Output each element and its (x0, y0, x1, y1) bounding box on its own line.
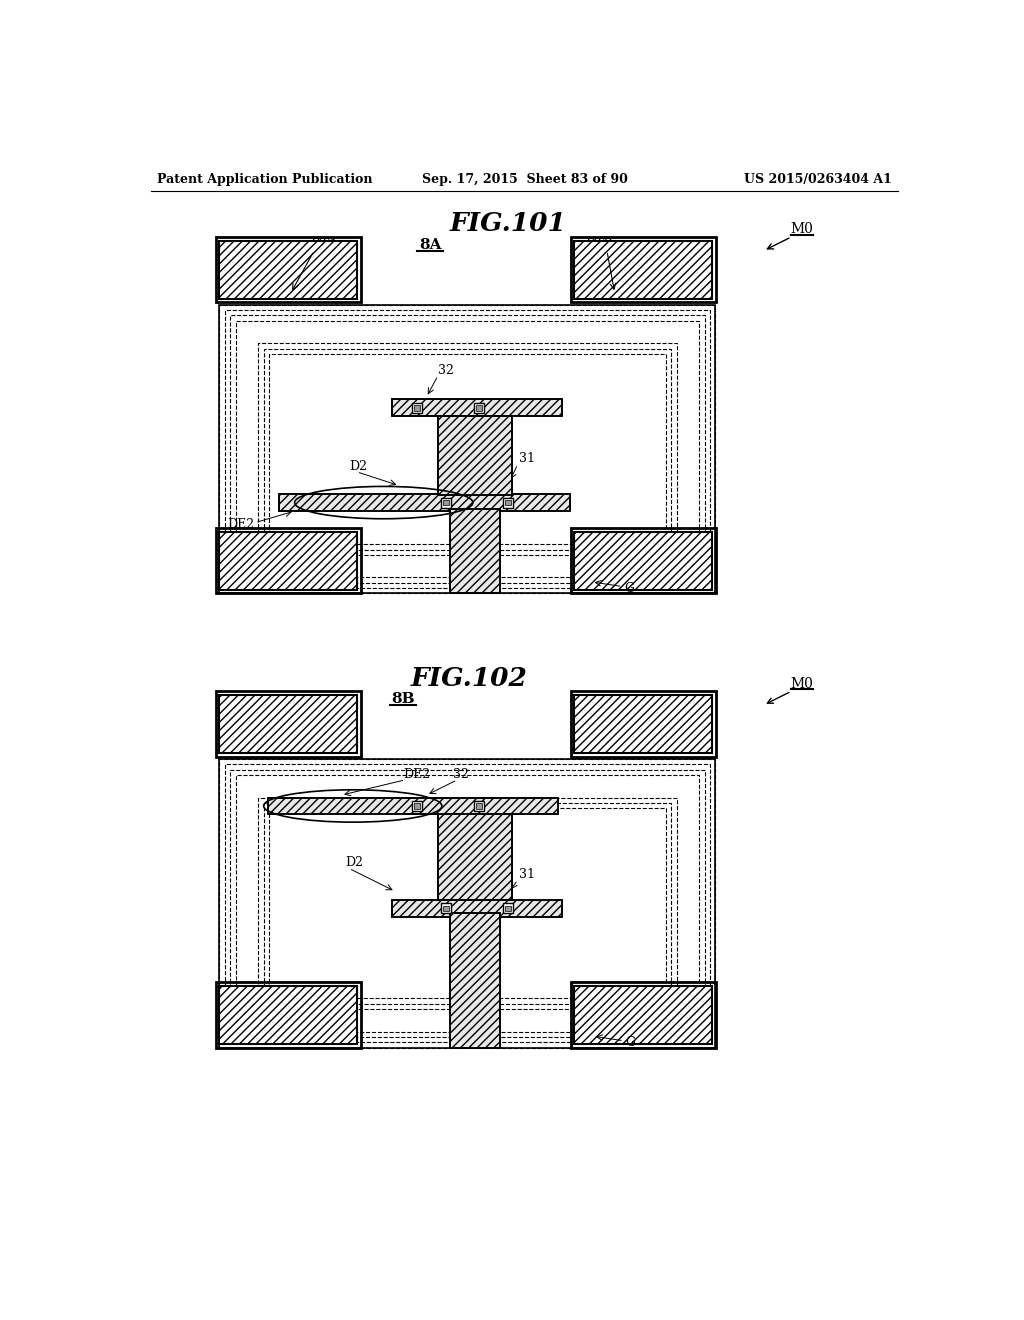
Bar (230, 315, 705, 582)
Bar (570, 238, 716, 302)
Bar (570, 692, 716, 756)
Text: 8A: 8A (419, 238, 441, 252)
Text: BT1: BT1 (310, 238, 338, 252)
Text: 31: 31 (519, 869, 536, 880)
Bar (476, 405, 482, 411)
Bar (216, 238, 361, 302)
Text: Patent Application Publication: Patent Application Publication (158, 173, 373, 186)
Bar (412, 801, 422, 810)
Bar (391, 400, 562, 416)
Bar (574, 696, 713, 752)
Bar (230, 770, 705, 1038)
Bar (280, 494, 569, 511)
Bar (219, 696, 357, 752)
Text: DE2: DE2 (403, 768, 430, 781)
Text: D2: D2 (349, 459, 367, 473)
Bar (450, 913, 500, 1048)
Bar (443, 906, 449, 911)
Bar (438, 416, 512, 495)
Bar (263, 348, 672, 549)
Bar (391, 400, 562, 416)
Bar (391, 900, 562, 917)
Bar (570, 982, 716, 1048)
Bar (415, 803, 420, 809)
Bar (219, 759, 716, 1048)
Text: DE2: DE2 (227, 517, 254, 531)
Bar (505, 500, 511, 506)
Bar (440, 903, 451, 913)
Bar (443, 500, 449, 506)
Bar (440, 498, 451, 508)
Text: 32: 32 (454, 768, 469, 781)
Bar (450, 508, 500, 594)
Bar (263, 803, 672, 1003)
Text: 32: 32 (438, 363, 454, 376)
Text: M0: M0 (791, 222, 814, 236)
Bar (505, 906, 511, 911)
Text: BT2: BT2 (586, 238, 613, 252)
Bar (236, 321, 699, 577)
Bar (438, 813, 512, 900)
Bar (258, 343, 677, 554)
Bar (269, 808, 666, 998)
Bar (474, 801, 484, 810)
Bar (438, 813, 512, 900)
Bar (415, 405, 420, 411)
Bar (574, 986, 713, 1044)
Bar (450, 508, 500, 594)
Bar (219, 240, 357, 298)
Bar (216, 692, 361, 756)
Text: FIG.102: FIG.102 (411, 665, 527, 690)
Bar (267, 797, 558, 814)
Bar (219, 532, 357, 590)
Bar (450, 913, 500, 1048)
Text: 8B: 8B (391, 692, 415, 706)
Text: US 2015/0263404 A1: US 2015/0263404 A1 (744, 173, 892, 186)
Bar (438, 416, 512, 495)
Bar (269, 354, 666, 544)
Text: D2: D2 (345, 857, 362, 870)
Bar (574, 532, 713, 590)
Bar (236, 775, 699, 1032)
Bar (267, 797, 558, 814)
Bar (225, 764, 710, 1043)
Text: 31: 31 (519, 453, 536, 465)
Bar (503, 498, 513, 508)
Bar (219, 305, 716, 594)
Bar (476, 803, 482, 809)
Bar (219, 759, 716, 1048)
Text: M0: M0 (791, 677, 814, 690)
Bar (574, 240, 713, 298)
Text: FIG.101: FIG.101 (450, 211, 566, 236)
Bar (216, 528, 361, 594)
Bar (391, 900, 562, 917)
Bar (216, 982, 361, 1048)
Bar (412, 403, 422, 413)
Text: G: G (624, 582, 634, 594)
Bar (219, 986, 357, 1044)
Bar (280, 494, 569, 511)
Bar (503, 903, 513, 913)
Bar (258, 797, 677, 1010)
Bar (225, 310, 710, 589)
Bar (570, 528, 716, 594)
Text: G: G (626, 1036, 636, 1049)
Bar (474, 403, 484, 413)
Bar (219, 305, 716, 594)
Text: Sep. 17, 2015  Sheet 83 of 90: Sep. 17, 2015 Sheet 83 of 90 (422, 173, 628, 186)
